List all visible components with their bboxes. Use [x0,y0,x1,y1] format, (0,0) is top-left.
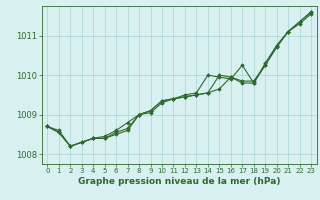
X-axis label: Graphe pression niveau de la mer (hPa): Graphe pression niveau de la mer (hPa) [78,177,280,186]
